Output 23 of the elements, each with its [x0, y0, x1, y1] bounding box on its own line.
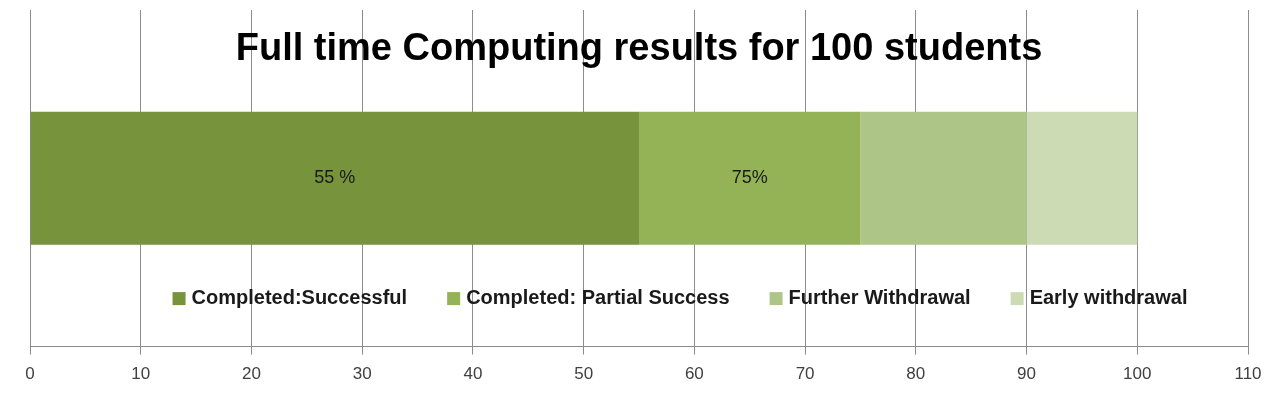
- bar: [1026, 111, 1138, 245]
- legend-label: Further Withdrawal: [788, 286, 971, 309]
- bar: [30, 111, 639, 245]
- x-tick-label: 20: [241, 364, 261, 384]
- x-tick-label: 60: [684, 364, 704, 384]
- bar: [860, 111, 1027, 245]
- x-tick-label: 70: [795, 364, 815, 384]
- x-tick-label: 0: [25, 364, 35, 384]
- chart-title: Full time Computing results for 100 students: [235, 26, 1043, 69]
- x-tick-label: 40: [463, 364, 483, 384]
- annotation: 75%: [731, 167, 768, 188]
- legend-label: Early withdrawal: [1029, 286, 1188, 309]
- annotation: 55 %: [314, 167, 356, 188]
- x-tick-label: 10: [131, 364, 151, 384]
- x-tick-label: 80: [906, 364, 926, 384]
- legend-label: Completed:Successful: [191, 286, 408, 309]
- x-tick-label: 50: [574, 364, 594, 384]
- x-tick-label: 110: [1234, 364, 1262, 384]
- x-tick-label: 30: [352, 364, 372, 384]
- x-tick-label: 90: [1017, 364, 1037, 384]
- x-tick-label: 100: [1123, 364, 1152, 384]
- bar: [639, 111, 861, 245]
- legend-label: Completed: Partial Success: [466, 286, 730, 309]
